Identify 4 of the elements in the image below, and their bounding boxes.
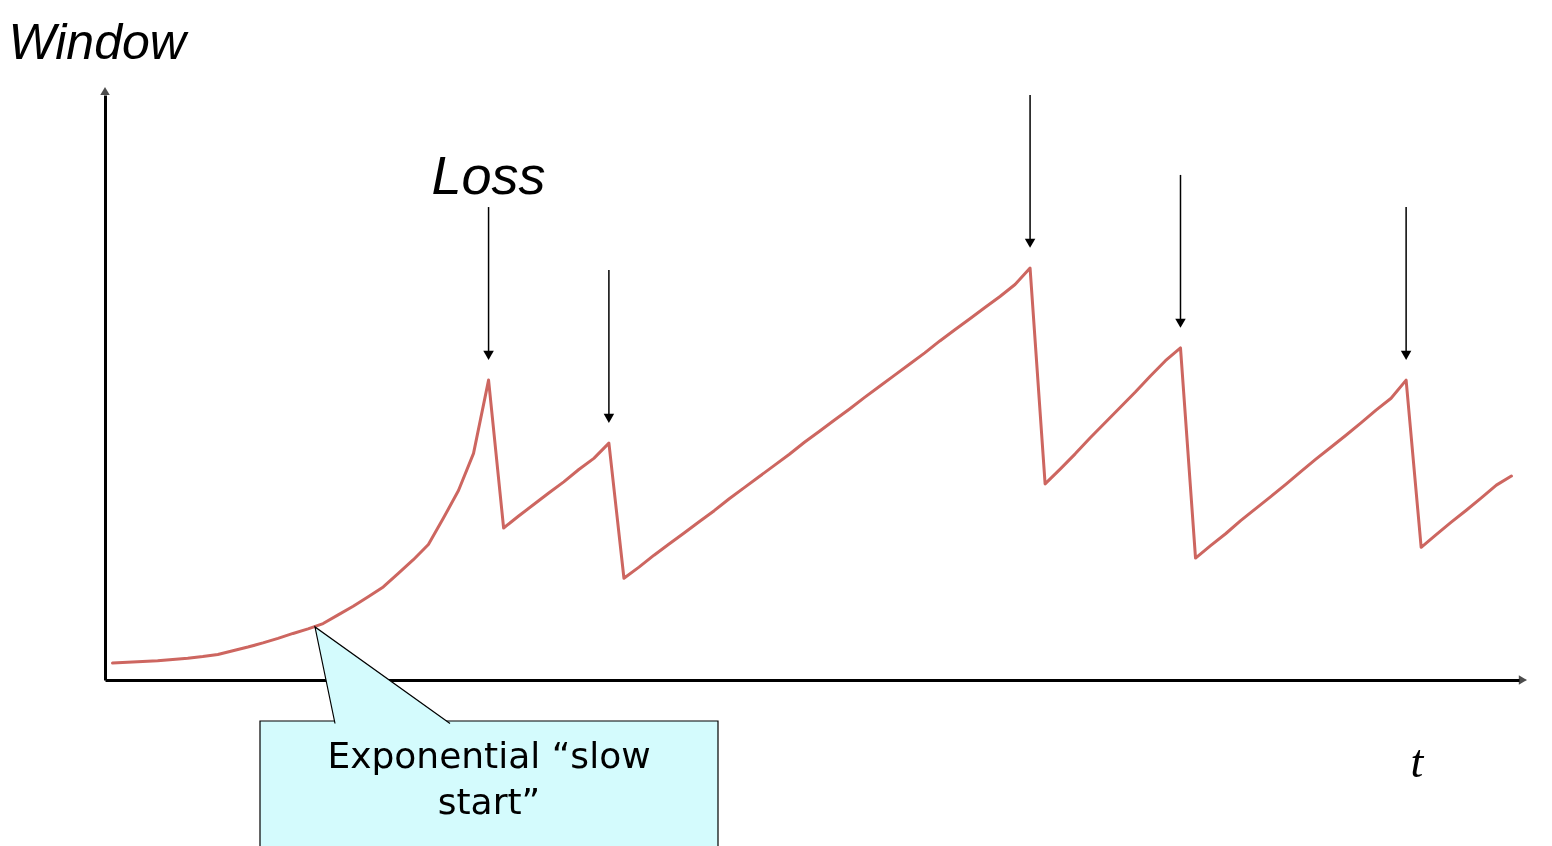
text: Loss <box>431 145 546 206</box>
text: Exponential “slow start” <box>327 735 651 822</box>
y-axis-title: Window <box>8 13 189 70</box>
x-axis-title: t <box>1410 735 1425 787</box>
